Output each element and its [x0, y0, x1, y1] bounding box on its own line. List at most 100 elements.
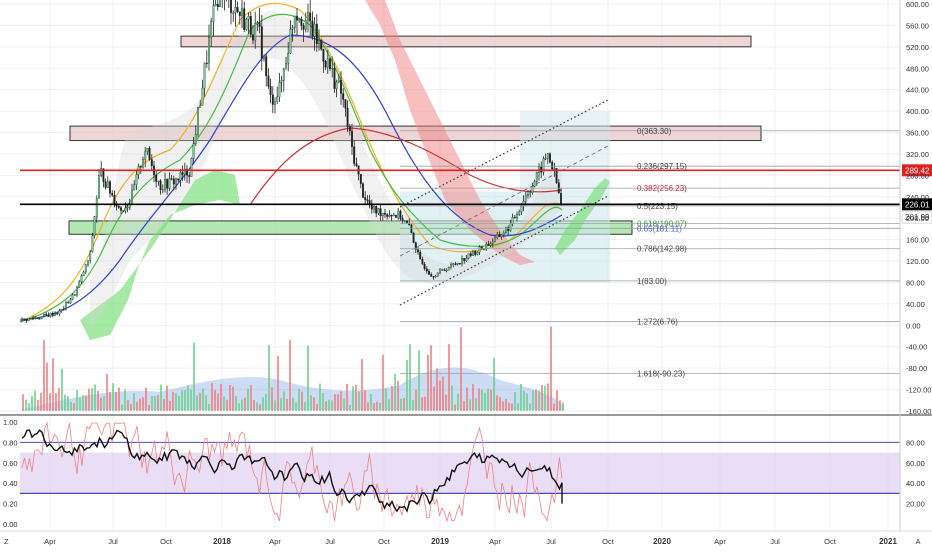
candle-down: [560, 193, 562, 206]
time-tick-label: Apr: [269, 537, 281, 546]
volume-bar: [559, 400, 561, 411]
fib-label: 0.65(181.11): [637, 224, 682, 233]
volume-bar: [181, 390, 183, 411]
candle-down: [370, 204, 373, 210]
candle-down: [243, 8, 246, 30]
volume-bar: [334, 394, 336, 411]
candle-down: [469, 253, 472, 256]
volume-bar: [232, 386, 234, 411]
price-label: 289.42: [905, 166, 930, 175]
candle-up: [522, 201, 525, 206]
cloud-red: [365, 0, 535, 265]
volume-bar: [304, 401, 306, 411]
volume-bar: [331, 400, 333, 411]
volume-bar: [187, 385, 189, 411]
price-tick-label: 400.00: [906, 107, 929, 116]
candle-down: [309, 12, 312, 22]
volume-bar: [412, 399, 414, 411]
time-tick-label: 2019: [431, 537, 449, 546]
candle-up: [84, 264, 87, 273]
candle-up: [326, 58, 329, 68]
candle-up: [256, 22, 259, 24]
volume-bar: [199, 392, 201, 411]
volume-bar: [82, 395, 84, 411]
candle-up: [254, 23, 257, 41]
candle-up: [91, 235, 94, 252]
candle-down: [359, 174, 362, 184]
volume-bar: [514, 392, 516, 411]
candle-up: [69, 299, 72, 304]
fib-label: 1.272(6.76): [637, 318, 678, 327]
candle-up: [82, 271, 85, 276]
resistance-zone-top: [180, 35, 752, 48]
candle-down: [395, 214, 397, 218]
candle-up: [278, 82, 281, 98]
candle-up: [49, 312, 52, 317]
candle-up: [511, 216, 514, 224]
ma-long-line: [249, 127, 563, 206]
volume-bar: [175, 393, 177, 411]
volume-bar: [394, 374, 396, 411]
volume-bar: [136, 401, 138, 411]
volume-bar: [325, 401, 327, 411]
time-tick-label: Jul: [546, 537, 556, 546]
volume-bar: [229, 385, 231, 411]
volume-bar: [415, 389, 417, 411]
candle-up: [40, 316, 43, 319]
volume-bar: [268, 345, 270, 411]
time-tick-label: Apr: [489, 537, 501, 546]
candle-down: [454, 263, 457, 265]
candle-down: [311, 20, 314, 37]
volume-bar: [196, 395, 198, 411]
candle-up: [331, 68, 334, 70]
candle-up: [43, 314, 45, 317]
volume-bar: [370, 394, 372, 411]
candle-up: [456, 262, 459, 265]
volume-bar: [517, 403, 519, 411]
candle-down: [362, 183, 364, 198]
volume-bar: [409, 344, 411, 411]
projection-box-upper: [520, 111, 610, 192]
candle-up: [179, 172, 182, 181]
volume-bar: [49, 392, 51, 411]
candle-down: [258, 22, 261, 27]
volume-bar: [124, 389, 126, 411]
candle-up: [232, 12, 235, 14]
volume-bar: [112, 383, 114, 411]
candle-down: [487, 243, 490, 246]
oscillator-fast-line: [21, 421, 563, 523]
volume-bar: [193, 342, 195, 411]
corner-label[interactable]: Z: [4, 537, 9, 546]
volume-bar: [211, 383, 213, 411]
candle-up: [377, 208, 380, 214]
volume-bar: [349, 404, 351, 411]
candle-down: [432, 276, 435, 278]
volume-bar: [388, 399, 390, 411]
candle-up: [144, 151, 147, 160]
volume-bar: [160, 384, 162, 411]
channel-upper: [399, 99, 609, 208]
candle-up: [489, 243, 492, 246]
candle-down: [113, 194, 116, 205]
candle-down: [353, 146, 356, 164]
volume-bar: [238, 403, 240, 411]
candle-up: [476, 251, 479, 255]
price-tick-label: 280.00: [906, 171, 929, 180]
volume-bar: [202, 388, 204, 411]
candle-up: [27, 318, 30, 321]
volume-bar: [427, 355, 429, 411]
volume-bar: [454, 404, 456, 411]
volume-bar: [37, 399, 39, 411]
time-tick-label: Oct: [824, 537, 837, 546]
volume-bar: [172, 391, 174, 411]
candle-up: [199, 105, 202, 108]
volume-bar: [64, 394, 66, 411]
volume-bar: [385, 388, 387, 411]
candle-up: [29, 317, 32, 320]
candle-down: [390, 215, 393, 217]
candle-down: [401, 218, 404, 221]
oscillator-left-tick: 0.00: [3, 520, 18, 529]
candle-down: [177, 178, 180, 181]
volume-bar: [364, 390, 366, 411]
